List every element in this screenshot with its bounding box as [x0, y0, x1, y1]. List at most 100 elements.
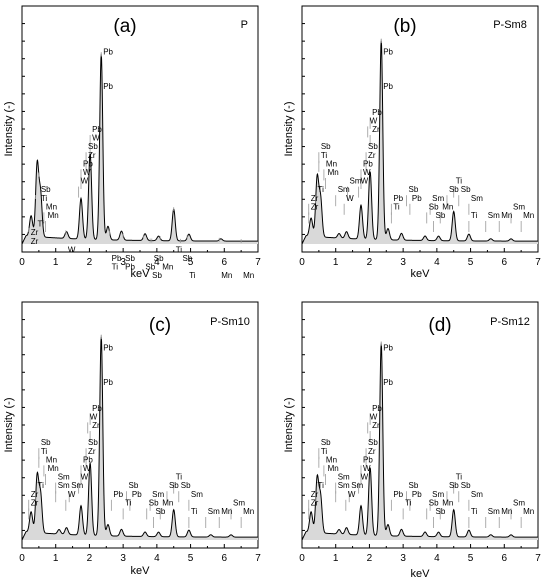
peak-label: Sb	[149, 498, 159, 507]
peak-label: Sm	[233, 498, 245, 507]
peak-label: Sm	[471, 194, 483, 203]
peak-label: Mn	[328, 168, 339, 177]
peak-label: Zr	[88, 151, 96, 160]
peak-label: Ti	[317, 185, 324, 194]
peak-label: Mn	[221, 507, 232, 516]
panel-letter: (b)	[393, 16, 416, 37]
x-tick-label: 6	[222, 257, 228, 268]
peak-label: W	[92, 134, 100, 143]
peak-label: Zr	[311, 194, 319, 203]
peak-labels: PbPbPbWZrSbZrPbWWSbTiMnMnTiZrZrSmSmWSbPb…	[311, 48, 535, 220]
peak-label: Mn	[243, 507, 254, 516]
peak-label: Zr	[311, 490, 319, 499]
x-tick-label: 7	[535, 257, 541, 268]
peak-label: W	[68, 490, 76, 499]
x-axis-title: keV	[131, 565, 151, 577]
x-tick-label: 7	[255, 553, 261, 564]
x-axis-title: keV	[411, 268, 431, 280]
x-tick-label: 2	[367, 257, 373, 268]
peak-label: W	[363, 464, 371, 473]
y-axis-title: Intensity (-)	[283, 397, 295, 452]
y-axis-title: Intensity (-)	[3, 101, 15, 156]
peak-label: Sb	[449, 481, 459, 490]
peak-label: Sb	[88, 438, 98, 447]
peak-label: Pb	[103, 344, 113, 353]
spectrum-line	[21, 54, 258, 245]
peak-label: Mn	[48, 211, 59, 220]
peak-label: Pb	[393, 194, 403, 203]
peak-label: Ti	[41, 447, 48, 456]
peak-label: Pb	[383, 82, 393, 91]
x-tick-label: 5	[468, 257, 474, 268]
peak-labels: PbPbPbWZrSbZrPbWWSbTiMnMnTiZrZrSmSmSmWSb…	[31, 344, 255, 516]
peak-label: Sb	[461, 185, 471, 194]
peak-label: Ti	[176, 245, 183, 254]
x-tick-label: 1	[53, 553, 59, 564]
peak-label: Pb	[103, 82, 113, 91]
spectrum	[21, 336, 258, 541]
sample-name: P-Sm10	[210, 316, 250, 328]
spectrum	[301, 40, 538, 245]
peak-label: Sb	[169, 481, 179, 490]
peak-label: W	[361, 473, 369, 482]
peak-label: Pb	[125, 263, 135, 272]
peak-label: Pb	[363, 159, 373, 168]
peak-label: Ti	[317, 481, 324, 490]
peak-labels: PbPbPbWZrSbZrPbWWSbTiMnMnTiZrZrSmSmSmWSb…	[311, 344, 535, 516]
peak-label: Sb	[409, 481, 419, 490]
peak-label: Mn	[162, 498, 173, 507]
peak-label: Zr	[372, 125, 380, 134]
peak-label: Pb	[372, 404, 382, 413]
x-tick-label: 6	[502, 553, 508, 564]
peak-label: Sb	[321, 438, 331, 447]
peak-markers	[28, 52, 242, 244]
peak-label: Sm	[432, 490, 444, 499]
x-tick-label: 5	[188, 257, 194, 268]
peak-label: Zr	[31, 228, 39, 237]
peak-label: Zr	[88, 447, 96, 456]
y-axis-title: Intensity (-)	[3, 397, 15, 452]
spectrum	[21, 54, 258, 245]
peak-label: Sm	[152, 490, 164, 499]
peak-label: Sb	[429, 498, 439, 507]
x-tick-label: 4	[434, 553, 440, 564]
peak-label: Sm	[432, 194, 444, 203]
peak-label: Zr	[92, 421, 100, 430]
peak-label: Ti	[125, 498, 132, 507]
sample-name: P-Sm8	[493, 19, 527, 31]
peak-label: Sb	[129, 481, 139, 490]
peak-label: Zr	[31, 237, 39, 246]
peak-label: Mn	[243, 271, 254, 280]
peak-label: Pb	[412, 194, 422, 203]
x-tick-label: 5	[188, 553, 194, 564]
peak-label: Mn	[326, 455, 337, 464]
peak-label: Ti	[405, 498, 412, 507]
panel-letter: (a)	[113, 16, 136, 37]
peak-label: Zr	[311, 498, 319, 507]
x-tick-label: 6	[222, 553, 228, 564]
peak-label: Ti	[471, 211, 478, 220]
peak-label: Pb	[83, 455, 93, 464]
peak-label: Pb	[412, 490, 422, 499]
panel-b: PbPbPbWZrSbZrPbWWSbTiMnMnTiZrZrSmSmWSbPb…	[283, 5, 541, 280]
peak-label: Sb	[155, 507, 165, 516]
peak-label: Ti	[189, 271, 196, 280]
peak-label: Sb	[125, 254, 135, 263]
peak-label: Pb	[113, 490, 123, 499]
peak-label: Pb	[372, 108, 382, 117]
peak-label: Zr	[368, 151, 376, 160]
peak-label: Sb	[321, 142, 331, 151]
x-tick-label: 7	[535, 553, 541, 564]
peak-label: Sb	[154, 254, 164, 263]
peak-label: Sm	[350, 177, 362, 186]
peak-label: Pb	[92, 404, 102, 413]
x-axis-title: keV	[411, 568, 431, 580]
x-tick-label: 7	[255, 257, 261, 268]
peak-label: Mn	[501, 507, 512, 516]
peak-label: Pb	[103, 378, 113, 387]
peak-label: Sb	[181, 481, 191, 490]
peak-label: Ti	[176, 473, 183, 482]
peak-label: Mn	[442, 498, 453, 507]
panel-letter: (d)	[428, 315, 451, 336]
